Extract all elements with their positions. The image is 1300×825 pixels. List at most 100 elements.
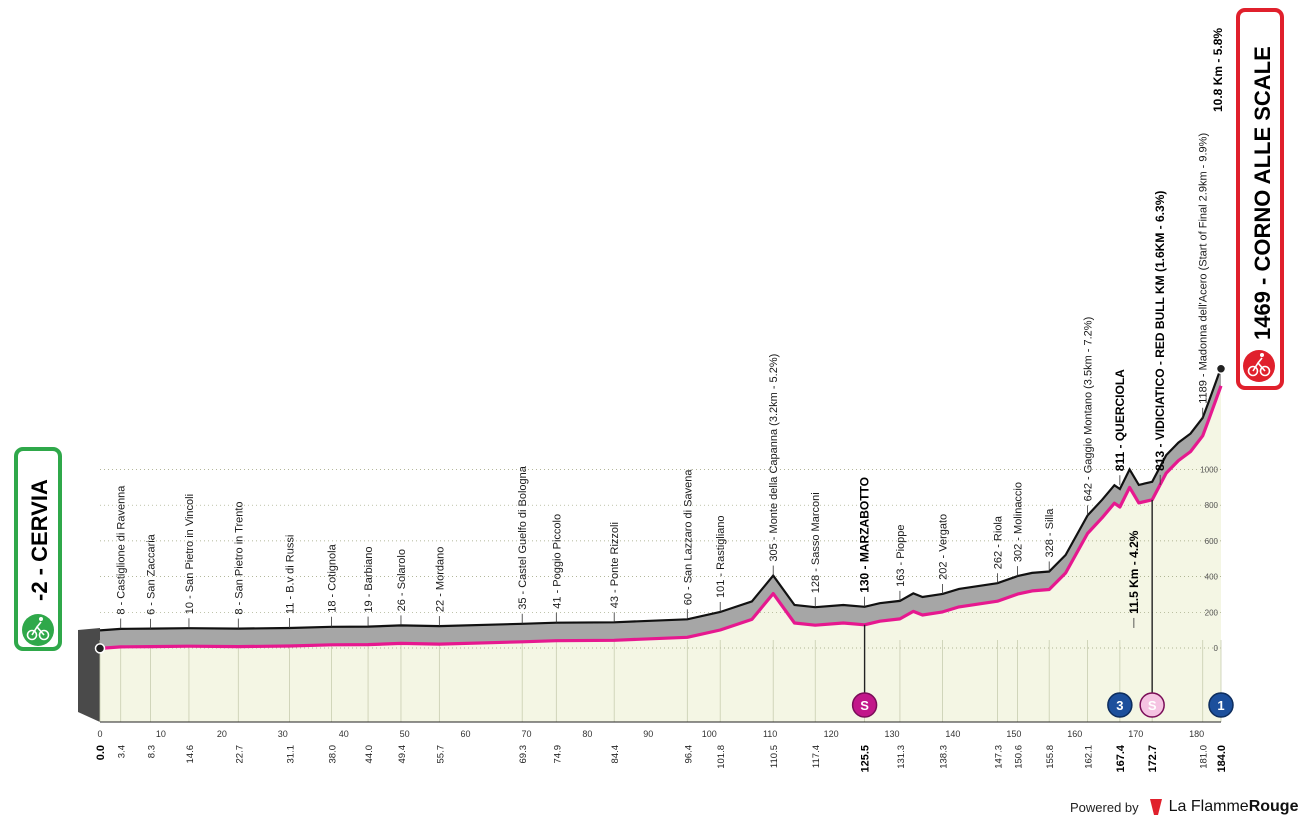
place-label: 101 - Rastigliano	[715, 515, 727, 598]
altitude-tick-label: 600	[1205, 537, 1219, 546]
km-label: 125.5	[860, 745, 872, 773]
place-label: 26 - Solarolo	[396, 549, 408, 611]
place-label: 11 - B.v di Russi	[285, 535, 297, 614]
x-tick-label: 60	[461, 729, 471, 739]
x-tick-label: 50	[400, 729, 410, 739]
x-tick-label: 120	[824, 729, 839, 739]
x-tick-label: 0	[97, 729, 102, 739]
km-label: 14.6	[185, 745, 196, 764]
marker-label: S	[860, 698, 869, 713]
start-badge: -2 - CERVIA	[14, 447, 62, 651]
x-tick-label: 90	[643, 729, 653, 739]
kom-marker-icon	[1208, 692, 1234, 718]
place-label: 813 - VIDICIATICO - RED BULL KM (1.6KM -…	[1153, 191, 1167, 471]
km-label: 138.3	[939, 745, 950, 769]
km-label: 131.3	[896, 745, 907, 769]
altitude-tick-label: 800	[1205, 501, 1219, 510]
x-tick-label: 30	[278, 729, 288, 739]
place-label: 60 - San Lazzaro di Savena	[682, 469, 694, 606]
km-label: 49.4	[397, 745, 408, 764]
place-label: 19 - Barbiano	[363, 547, 375, 613]
kom-marker-icon	[1107, 692, 1133, 718]
place-label: 130 - MARZABOTTO	[858, 477, 872, 593]
place-label: 41 - Poggio Piccolo	[551, 514, 563, 609]
place-label: 6 - San Zaccaria	[146, 533, 158, 615]
place-label: 811 - QUERCIOLA	[1113, 369, 1127, 471]
x-tick-label: 110	[763, 729, 777, 739]
sprint-marker-icon	[851, 692, 878, 718]
x-tick-label: 170	[1128, 729, 1143, 739]
km-label: 162.1	[1084, 745, 1095, 769]
x-tick-label: 40	[339, 729, 349, 739]
start-cyclist-icon	[22, 614, 54, 646]
altitude-tick-label: 0	[1214, 644, 1219, 653]
flame-logo-icon	[1149, 799, 1162, 815]
finish-label: 1469 - CORNO ALLE SCALE	[1250, 46, 1275, 340]
km-label: 96.4	[683, 745, 694, 764]
x-tick-label: 10	[156, 729, 166, 739]
place-label: 8 - San Pietro in Trento	[233, 501, 245, 614]
place-label: 328 - Silla	[1044, 508, 1056, 558]
km-label: 22.7	[234, 745, 245, 764]
km-label: 155.8	[1045, 745, 1056, 769]
altitude-tick-label: 1000	[1200, 466, 1218, 475]
x-tick-label: 80	[582, 729, 592, 739]
marker-label: 3	[1116, 698, 1123, 713]
place-label: 11.5 Km - 4.2%	[1127, 530, 1141, 614]
km-label: 172.7	[1147, 745, 1159, 773]
km-label: 150.6	[1014, 745, 1025, 769]
place-label: 43 - Ponte Rizzoli	[609, 522, 621, 608]
brand-name: La FlammeRouge	[1168, 798, 1299, 815]
start-label: -2 - CERVIA	[27, 479, 52, 601]
road-line	[99, 385, 1223, 650]
x-tick-label: 180	[1189, 729, 1204, 739]
x-tick-label: 20	[217, 729, 227, 739]
sprint-marker-icon	[1139, 692, 1165, 718]
place-label: 202 - Vergato	[938, 514, 950, 580]
place-label: 8 - Castiglione di Ravenna	[116, 485, 128, 615]
x-tick-label: 70	[521, 729, 531, 739]
altitude-tick-label: 200	[1205, 608, 1219, 617]
x-tick-label: 100	[702, 729, 717, 739]
km-label: 167.4	[1115, 744, 1127, 772]
place-label: 163 - Pioppe	[895, 525, 907, 587]
km-label: 31.1	[286, 745, 297, 764]
km-label: 38.0	[328, 745, 339, 764]
km-label: 84.4	[610, 745, 621, 764]
x-tick-label: 160	[1067, 729, 1082, 739]
place-label: 262 - Riola	[992, 515, 1004, 569]
altitude-tick-label: 400	[1205, 573, 1219, 582]
place-label: 35 - Castel Guelfo di Bologna	[517, 465, 529, 610]
km-label: 69.3	[518, 745, 529, 764]
km-label: 55.7	[435, 745, 446, 764]
km-label: 110.5	[769, 745, 780, 768]
km-label: 101.8	[716, 745, 727, 769]
km-label: 74.9	[552, 745, 563, 764]
finish-dot	[1215, 363, 1227, 375]
km-label: 147.3	[993, 745, 1004, 769]
place-label: 18 - Cotignola	[327, 543, 339, 612]
km-label: 3.4	[117, 745, 128, 758]
x-tick-label: 150	[1006, 729, 1021, 739]
place-label: 1189 - Madonna dell'Acero (Start of Fina…	[1198, 133, 1210, 404]
place-label: 22 - Mordano	[434, 547, 446, 612]
km-label: 0.0	[95, 745, 107, 760]
place-label: 10 - San Pietro in Vincoli	[184, 494, 196, 614]
footer-credit: Powered by La FlammeRouge	[1070, 798, 1298, 816]
place-label: 128 - Sasso Marconi	[810, 492, 822, 593]
finish-cyclist-icon	[1243, 350, 1275, 382]
finish-climb-label: 10.8 Km - 5.8%	[1211, 28, 1225, 112]
x-tick-label: 130	[884, 729, 899, 739]
km-label: 181.0	[1199, 745, 1210, 769]
marker-label: S	[1148, 698, 1157, 713]
km-label: 184.0	[1216, 745, 1228, 773]
start-dot	[94, 643, 106, 654]
finish-badge: 1469 - CORNO ALLE SCALE 10.8 Km - 5.8%	[1211, 8, 1284, 390]
marker-label: 1	[1217, 698, 1224, 713]
km-label: 8.3	[147, 745, 158, 758]
place-label: 302 - Molinaccio	[1013, 482, 1025, 562]
x-tick-label: 140	[945, 729, 960, 739]
km-label: 44.0	[364, 745, 375, 764]
start-wedge	[78, 628, 100, 722]
